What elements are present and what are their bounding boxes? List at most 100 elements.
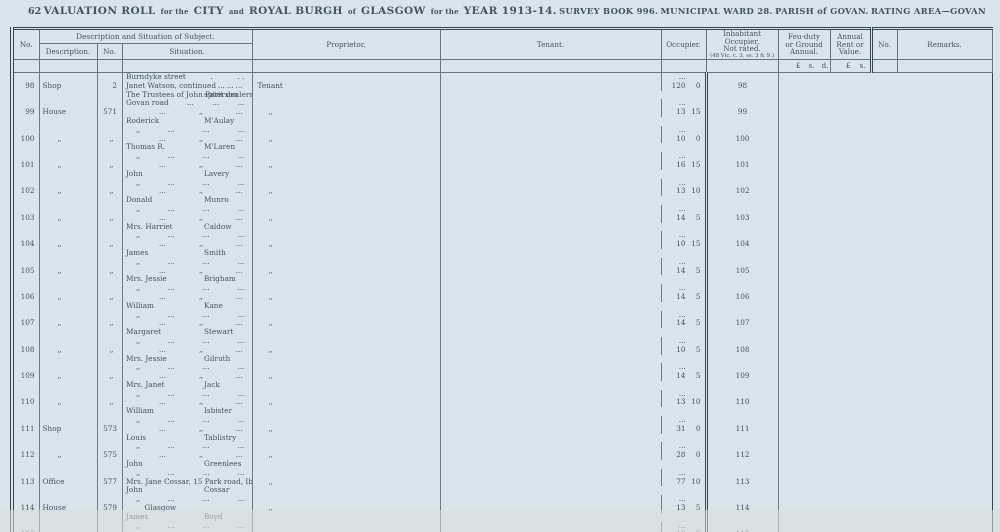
cell-occupier: ,, (251, 363, 441, 390)
valuation-row: 109,,,,,,............,,... Mrs. Janet Jack… (11, 363, 992, 390)
cell-inhabitant-occupier (439, 284, 662, 311)
entry-number: 112 (20, 450, 35, 460)
dot-leader: ... (167, 178, 175, 187)
rent-pounds: 10 (676, 240, 686, 249)
cell-inhabitant-occupier (439, 178, 662, 205)
description: ,, (57, 291, 62, 301)
tenant-surname: Cossar (204, 486, 230, 495)
dot-leader: ... (202, 389, 210, 398)
street-number: ,, (109, 212, 113, 222)
cell-street-no: ,, (96, 152, 122, 179)
dot-leader: ... (158, 187, 166, 196)
cell-proprietor: ...,,... (122, 372, 252, 381)
dot-leader: ... (237, 152, 245, 161)
cell-annual-rent: 14 5 (661, 266, 705, 276)
cell-remarks (777, 231, 831, 258)
header-rent-currency: £ s. (829, 59, 872, 73)
cell-entry-no: 105 (11, 257, 39, 285)
cell-proprietor: ...,,... (122, 319, 252, 329)
header-remarks: Remarks. (896, 28, 993, 60)
dot-leader: ... (202, 152, 210, 161)
cell-situation: ,,......... (122, 521, 252, 531)
dot-leader: ... (202, 521, 210, 530)
dot-leader: ... (202, 284, 210, 293)
header-tenant: Tenant. (439, 28, 662, 60)
ditto-mark: ,, (198, 160, 203, 169)
street-number: 577 (103, 476, 117, 486)
cell-entry-no: 108 (11, 336, 39, 364)
situation: Burndyke street (126, 73, 186, 81)
valuation-row: 113 Office 577,,......... Mrs. Jane Cossar,… (11, 468, 992, 496)
cell-proprietor: ...,,... (122, 451, 252, 461)
occupier: ,, (268, 186, 273, 196)
shillings-label: s. (808, 61, 815, 70)
dot-leader: ... (237, 231, 245, 240)
situation: ,, (136, 257, 140, 266)
cell-annual-rent: 13 10 (661, 187, 705, 197)
cell-remarks (777, 310, 831, 337)
dot-leader: ... (202, 231, 210, 240)
dot-leader: ... (237, 363, 245, 372)
dot-leader: ... (678, 178, 686, 187)
tenant-forename: Mrs. Harriet (126, 222, 173, 231)
cell-proprietor: Mrs. Jane Cossar, 15 Park road, Ibrox, (122, 477, 252, 487)
dot-leader: ... (237, 125, 245, 134)
header-description: Description. (38, 43, 98, 60)
cell-situation: Burndyke street. . . (122, 73, 252, 82)
rent-shillings: 10 (691, 477, 701, 486)
street-number: ,, (109, 318, 113, 328)
valuation-row: 111 Shop 573,,............,,... Louis Tablis… (11, 416, 992, 443)
cell-situation: ,,......... (122, 416, 252, 425)
cell-feu-duty: ... (661, 363, 705, 373)
entry-number: 113 (735, 476, 750, 486)
dot-leader: ... (678, 152, 686, 161)
cell-description: ,, (38, 284, 97, 311)
header-proprietor: Proprietor. (251, 28, 441, 60)
pound-sign: £ (795, 61, 801, 70)
valuation-table: No. Description and Situation of Subject… (10, 27, 993, 532)
cell-description: ,, (38, 231, 97, 258)
cell-inhabitant-occupier (439, 125, 662, 153)
title-word: CITY (193, 5, 224, 17)
cell-annual-rent: 120 0 (661, 81, 705, 91)
cell-description: Office (38, 468, 97, 496)
rent-shillings: 5 (695, 372, 701, 381)
valuation-row: 103,,,,,,............,,... Mrs. Harriet Ca… (11, 204, 992, 232)
situation: ,, (136, 389, 140, 398)
valuation-row: 107,,,,,,............,,... Margaret Stewar… (11, 310, 992, 337)
entry-number: 104 (20, 239, 35, 249)
dot-leader: ... (237, 389, 245, 398)
rent-pounds: 14 (676, 292, 686, 301)
cell-feu-duty: ... (661, 204, 705, 214)
entry-number: 109 (20, 371, 35, 381)
header-label: Tenant. (536, 39, 565, 49)
cell-proprietor: ...,,... (122, 345, 252, 355)
street-number: 579 (103, 503, 117, 513)
rent-shillings: 10 (691, 398, 701, 407)
cell-situation: ,,......... (122, 468, 252, 478)
entry-number: 100 (735, 133, 750, 143)
dot-leader: ... (235, 160, 243, 169)
entry-number: 109 (735, 371, 750, 381)
cell-remarks (777, 389, 831, 417)
page-title: VALUATION ROLL for the CITY and ROYAL BURGH o… (44, 5, 557, 17)
ditto-mark: ,, (198, 372, 203, 381)
dot-leader: ... (237, 468, 245, 477)
header-label: Situation. (169, 46, 205, 56)
cell-entry-no: 111 (11, 416, 39, 443)
cell-proprietor: ...,,... (122, 213, 252, 223)
rent-shillings: 0 (695, 424, 701, 433)
cell-entry-no-right: 103 (704, 204, 779, 232)
tenant-forename: The Trustees of John Paterson (126, 90, 238, 99)
rent-shillings: 5 (695, 213, 701, 222)
cell-feu-duty: ... (661, 442, 705, 452)
entry-number: 99 (737, 107, 748, 117)
cell-proprietor: ...,,... (122, 266, 252, 276)
situation: ,, (136, 468, 140, 477)
cell-remarks (777, 336, 831, 364)
cell-situation: ,,......... (122, 336, 252, 346)
cell-entry-no: 115 (11, 521, 39, 532)
dot-leader: ... (158, 451, 166, 460)
entry-number: 105 (20, 265, 35, 275)
cell-description: ,, (38, 389, 97, 417)
